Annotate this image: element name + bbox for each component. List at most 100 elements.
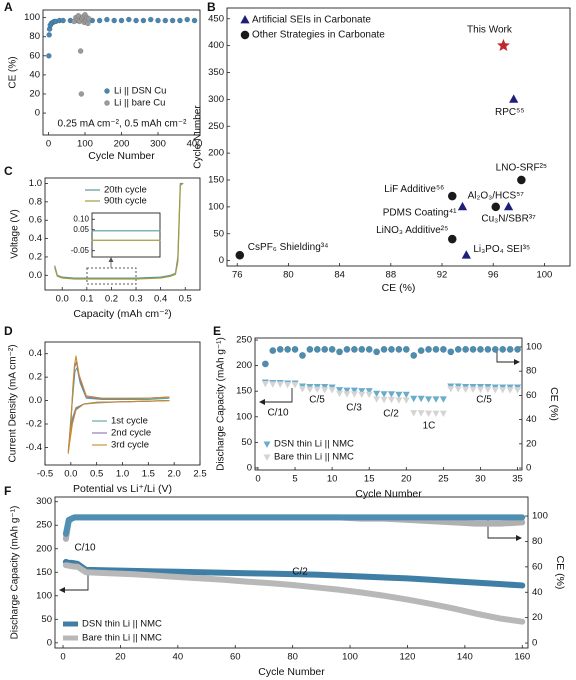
data-point — [276, 345, 284, 353]
y-tick-label: 350 — [208, 67, 224, 78]
data-point — [402, 345, 410, 353]
y-tick-label: 80 — [29, 31, 40, 42]
data-point — [365, 391, 373, 399]
data-point — [373, 348, 381, 356]
data-point — [328, 345, 336, 353]
data-point — [417, 395, 425, 403]
data-point — [350, 387, 358, 395]
y-tick-label: 150 — [36, 567, 52, 578]
x-tick-label: 88 — [386, 270, 397, 281]
y-tick-label: 100 — [24, 12, 40, 23]
y-tick-label: -0.2 — [26, 419, 42, 430]
x-tick-label: 0.2 — [105, 294, 118, 305]
data-point — [395, 397, 403, 404]
data-point — [291, 381, 299, 389]
x-tick-label: 100 — [342, 652, 358, 663]
data-point — [276, 381, 284, 388]
legend-label: DSN thin Li || NMC — [274, 439, 354, 450]
legend-marker — [240, 14, 250, 24]
data-line — [67, 355, 170, 454]
point-label: Li₃PO₄ SEI³⁵ — [473, 244, 530, 255]
data-line — [62, 514, 526, 542]
data-point — [395, 391, 403, 399]
x-tick-label: 80 — [283, 270, 294, 281]
data-point — [321, 345, 329, 353]
data-point — [497, 38, 510, 52]
data-line — [62, 514, 526, 537]
data-point — [313, 386, 321, 394]
y-tick-label: 60 — [29, 50, 40, 61]
data-point — [336, 348, 343, 356]
data-point — [321, 387, 329, 394]
x-tick-label: 15 — [364, 474, 375, 485]
data-point — [46, 32, 53, 38]
x-tick-label: 0.0 — [64, 469, 77, 480]
legend-marker — [240, 30, 250, 40]
data-point — [439, 410, 447, 418]
x-tick-label: 1.0 — [116, 469, 129, 480]
x-tick-label: 10 — [327, 474, 338, 485]
y-axis-label: Voltage (V) — [10, 209, 21, 258]
y2-tick-label: 80 — [526, 366, 537, 377]
data-point — [499, 387, 507, 394]
data-point — [469, 345, 477, 353]
data-point — [85, 20, 91, 27]
y2-tick-label: 0 — [532, 638, 537, 649]
x-tick-label: -0.5 — [37, 469, 53, 480]
x-tick-label: 80 — [287, 652, 298, 663]
y-axis-label: Discharge Capacity (mAh g⁻¹) — [10, 506, 21, 640]
point-label: Al₂O₃/HCS⁵⁷ — [468, 191, 525, 202]
y-tick-label: 200 — [208, 148, 224, 159]
data-point — [439, 345, 447, 353]
y2-axis-label: CE (%) — [548, 387, 560, 421]
point-label: This Work — [467, 24, 513, 35]
x-tick-label: 400 — [187, 139, 203, 150]
data-point — [388, 345, 395, 353]
y-tick-label: 200 — [236, 360, 252, 371]
data-point — [269, 347, 277, 354]
x-tick-label: 2.0 — [168, 469, 181, 480]
data-point — [461, 250, 471, 259]
y-tick-label: 250 — [36, 520, 52, 531]
data-point — [77, 48, 84, 54]
x-tick-label: 200 — [114, 139, 130, 150]
x-tick-label: 0.5 — [179, 294, 192, 305]
data-point — [284, 345, 292, 353]
y-tick-label: 0.2 — [29, 251, 42, 262]
point-label: LNO-SRF²⁵ — [496, 163, 547, 174]
data-point — [503, 201, 514, 211]
data-point — [365, 388, 373, 395]
y2-tick-label: 60 — [526, 390, 537, 401]
data-point — [387, 391, 395, 398]
data-point — [291, 345, 299, 353]
data-point — [60, 17, 66, 24]
data-point — [447, 348, 455, 356]
data-point — [447, 191, 457, 201]
y-tick-label: 0.4 — [29, 348, 42, 359]
y-tick-label: 1.0 — [29, 178, 42, 189]
y-tick-label: 0 — [35, 108, 40, 119]
annotation: C/5 — [476, 395, 492, 406]
data-point — [155, 17, 161, 24]
data-point — [514, 387, 522, 394]
y-tick-label: 0.0 — [29, 395, 42, 406]
data-point — [126, 16, 132, 23]
legend-label: 90th cycle — [104, 196, 147, 207]
annotation: C/10 — [267, 408, 289, 419]
point-label: CsPF₆ Shielding³⁴ — [248, 242, 329, 253]
data-point — [299, 352, 306, 359]
data-point — [261, 380, 269, 388]
y2-tick-label: 40 — [532, 587, 543, 598]
data-point — [343, 345, 351, 353]
x-tick-label: 25 — [438, 474, 449, 485]
annotation: C/2 — [383, 409, 399, 420]
data-point — [261, 360, 269, 368]
data-point — [432, 410, 440, 418]
panel-letter: F — [4, 484, 11, 498]
panel-letter: A — [4, 0, 13, 14]
y-tick-label: 0.05 — [73, 225, 89, 234]
axis-arrow — [264, 388, 293, 403]
x-tick-label: 160 — [514, 652, 530, 663]
plot-frame — [226, 7, 571, 267]
axis-arrowhead — [59, 587, 65, 593]
